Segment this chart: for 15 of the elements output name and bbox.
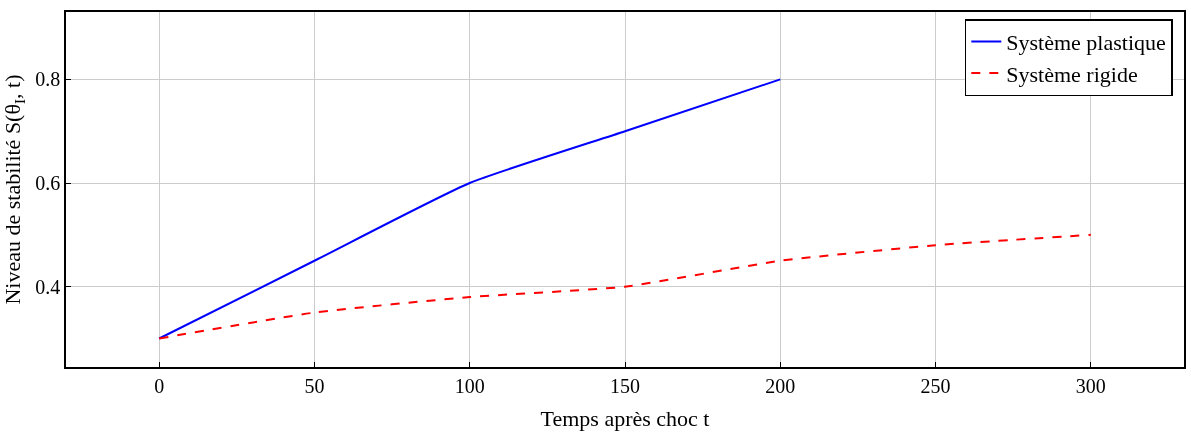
- x-tick-label: 300: [1075, 374, 1106, 397]
- y-tick-label: 0.4: [35, 275, 61, 298]
- x-tick-label: 100: [454, 374, 485, 397]
- x-tick-label: 0: [154, 374, 165, 397]
- legend-label: Système rigide: [1006, 61, 1138, 87]
- legend-label: Système plastique: [1006, 29, 1166, 55]
- line-series: [158, 78, 782, 340]
- x-tick-label: 200: [765, 374, 796, 397]
- x-tick-label: 150: [610, 374, 640, 397]
- y-tick-label: 0.8: [35, 68, 61, 91]
- line-series: [158, 233, 1092, 340]
- x-tick-label: 50: [304, 374, 325, 397]
- x-axis-title: Temps après choc t: [540, 406, 710, 432]
- x-tick-label: 250: [920, 374, 951, 397]
- y-tick-label: 0.6: [35, 172, 61, 195]
